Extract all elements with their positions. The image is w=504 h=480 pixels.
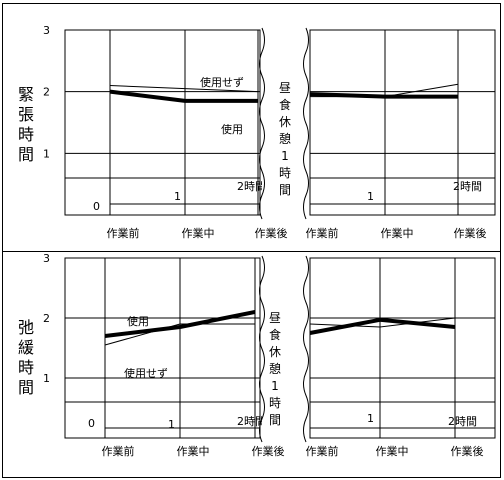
- x-tick-label: 作業後: [252, 444, 285, 458]
- series-line-nouse-right: [310, 83, 459, 98]
- y-tick-label: 3: [43, 24, 50, 37]
- time-label: 1: [168, 418, 175, 431]
- plot-area-right: [309, 257, 496, 439]
- x-tick-label: 作業中: [182, 227, 215, 240]
- axis-break-wave: [303, 255, 309, 443]
- break-label-char: 時: [279, 166, 291, 180]
- series-line-use-right: [309, 317, 456, 335]
- x-tick-label: 作業前: [107, 226, 140, 240]
- x-tick-label: 作業前: [306, 226, 339, 240]
- x-tick-label: 作業中: [381, 227, 414, 240]
- y-axis-label-char: 張: [18, 105, 34, 124]
- plot-area-left: [64, 257, 261, 439]
- break-label-char: 憩: [279, 131, 291, 146]
- series-line-nouse-left: [104, 323, 255, 346]
- series-line-nouse-left: [109, 85, 259, 93]
- y-axis-label-char: 時: [18, 358, 34, 377]
- outer-frame: [2, 3, 501, 478]
- break-label-char: 昼: [269, 311, 281, 325]
- axis-break-gap: [262, 28, 306, 219]
- break-label-char: 食: [279, 97, 291, 112]
- x-tick-label: 作業前: [306, 444, 339, 458]
- y-axis-label-char: 間: [18, 378, 34, 397]
- break-label-char: 時: [269, 396, 281, 410]
- time-label: 0: [88, 417, 95, 430]
- y-axis-label-char: 緩: [18, 338, 34, 357]
- y-axis-label-char: 緊: [18, 85, 34, 104]
- series-line-use-left: [109, 89, 258, 103]
- series-label: 使用: [221, 123, 243, 136]
- time-label: 2時間: [453, 180, 482, 193]
- series-label: 使用: [127, 315, 149, 328]
- time-label: 2時間: [237, 415, 266, 428]
- series-line-use-left: [104, 310, 256, 338]
- y-axis-label-char: 弛: [18, 318, 34, 337]
- break-label-char: 昼: [279, 81, 291, 95]
- time-label: 1: [367, 190, 374, 203]
- y-axis-label-char: 時: [18, 125, 34, 144]
- axis-break-wave: [259, 255, 265, 443]
- y-tick-label: 2: [43, 86, 50, 99]
- time-label: 1: [174, 190, 181, 203]
- time-label: 0: [93, 200, 100, 213]
- y-tick-label: 3: [43, 252, 50, 265]
- x-tick-label: 作業前: [102, 444, 135, 458]
- x-tick-label: 作業中: [177, 445, 210, 458]
- axis-break-gap: [262, 256, 306, 442]
- plot-area-left: [64, 29, 261, 216]
- break-label-char: 休: [279, 115, 291, 129]
- x-tick-label: 作業後: [454, 226, 487, 240]
- time-label: 2時間: [237, 180, 266, 193]
- break-label-char: 食: [269, 327, 281, 342]
- series-line-nouse-right: [309, 317, 456, 328]
- y-tick-label: 1: [43, 372, 50, 385]
- y-tick-label: 2: [43, 312, 50, 325]
- break-label-char: 間: [269, 413, 281, 427]
- break-label-char: 休: [269, 345, 281, 359]
- axis-break-wave: [303, 27, 309, 220]
- break-label-char: 憩: [269, 361, 281, 376]
- break-label-char: 1: [281, 149, 289, 163]
- x-tick-label: 作業後: [255, 226, 288, 240]
- time-label: 2時間: [448, 415, 477, 428]
- axis-break-wave: [259, 27, 265, 220]
- x-tick-label: 作業後: [451, 444, 484, 458]
- time-label: 1: [367, 412, 374, 425]
- y-axis-label-char: 間: [18, 145, 34, 164]
- y-tick-label: 1: [43, 147, 50, 160]
- x-tick-label: 作業中: [376, 445, 409, 458]
- series-label: 使用せず: [124, 367, 168, 380]
- break-label-char: 1: [271, 379, 279, 393]
- series-label: 使用せず: [200, 76, 244, 89]
- break-label-char: 間: [279, 183, 291, 197]
